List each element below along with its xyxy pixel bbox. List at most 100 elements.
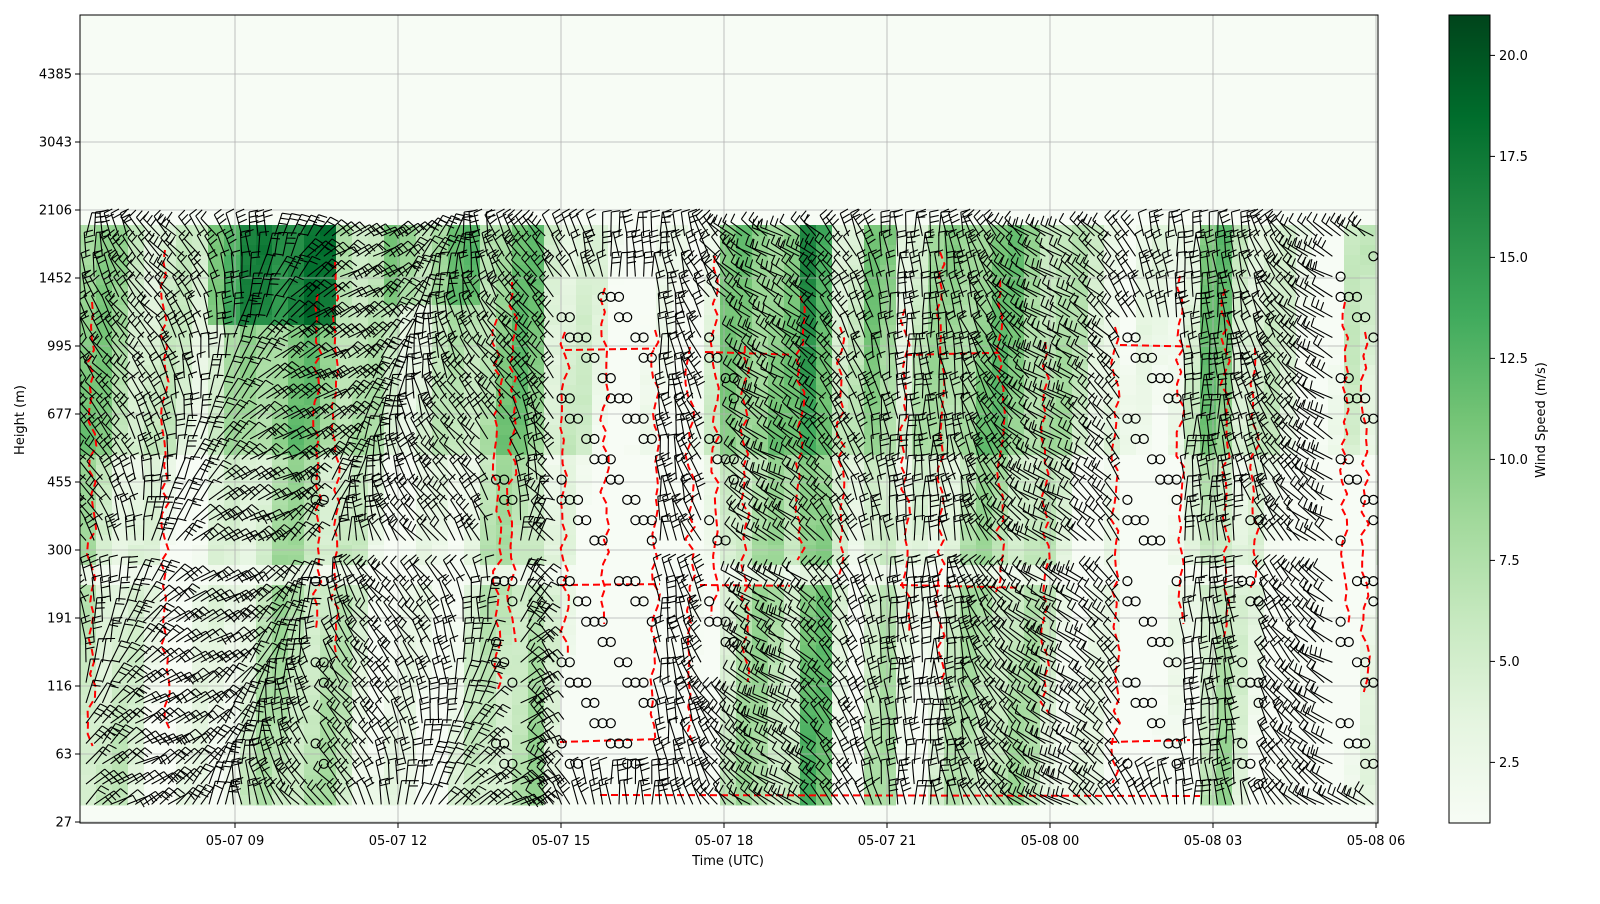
heat-cell bbox=[1328, 485, 1345, 496]
heat-cell bbox=[608, 605, 625, 616]
heat-cell bbox=[1184, 535, 1201, 546]
heat-cell bbox=[1120, 475, 1137, 486]
heat-cell bbox=[176, 425, 193, 436]
heat-cell bbox=[1120, 625, 1137, 636]
heat-cell bbox=[1152, 445, 1169, 456]
heat-cell bbox=[1120, 655, 1137, 666]
heat-cell bbox=[240, 455, 257, 466]
heat-cell bbox=[1056, 245, 1073, 256]
heat-cell bbox=[352, 625, 369, 636]
heat-cell bbox=[928, 705, 945, 716]
heat-cell bbox=[704, 685, 721, 696]
heat-cell bbox=[96, 485, 113, 496]
heat-cell bbox=[208, 345, 225, 356]
heat-cell bbox=[1344, 255, 1361, 266]
heat-cell bbox=[704, 655, 721, 666]
heat-cell bbox=[1344, 415, 1361, 426]
heat-cell bbox=[1120, 525, 1137, 536]
heat-cell bbox=[560, 325, 577, 336]
heat-cell bbox=[96, 605, 113, 616]
heat-cell bbox=[1040, 255, 1057, 266]
heat-cell bbox=[560, 615, 577, 626]
heat-cell bbox=[656, 645, 673, 656]
heat-cell bbox=[1184, 565, 1201, 576]
heat-cell bbox=[1328, 605, 1345, 616]
heat-cell bbox=[704, 565, 721, 576]
heat-cell bbox=[624, 305, 641, 316]
heat-cell bbox=[1120, 715, 1137, 726]
heat-cell bbox=[704, 785, 721, 796]
heat-cell bbox=[1184, 305, 1201, 316]
heat-cell bbox=[1152, 515, 1169, 526]
heat-cell bbox=[624, 715, 641, 726]
heat-cell bbox=[832, 525, 849, 536]
heat-cell bbox=[1248, 715, 1265, 726]
heat-cell bbox=[192, 555, 209, 566]
heat-cell bbox=[608, 685, 625, 696]
heat-cell bbox=[320, 605, 337, 616]
heat-cell bbox=[240, 655, 257, 666]
heat-cell bbox=[1360, 775, 1377, 786]
heat-cell bbox=[864, 605, 881, 616]
heat-cell bbox=[976, 385, 993, 396]
heat-cell bbox=[192, 465, 209, 476]
heat-cell bbox=[288, 315, 305, 326]
heat-cell bbox=[624, 285, 641, 296]
heat-cell bbox=[1136, 395, 1153, 406]
heat-cell bbox=[576, 725, 593, 736]
heat-cell bbox=[224, 555, 241, 566]
heat-cell bbox=[432, 325, 449, 336]
heat-cell bbox=[1120, 485, 1137, 496]
heat-cell bbox=[480, 435, 497, 446]
heat-cell bbox=[1120, 315, 1137, 326]
heat-cell bbox=[640, 495, 657, 506]
heat-cell bbox=[112, 625, 129, 636]
heat-cell bbox=[176, 685, 193, 696]
heat-cell bbox=[1152, 415, 1169, 426]
heat-cell bbox=[912, 765, 929, 776]
heat-cell bbox=[608, 505, 625, 516]
heat-cell bbox=[288, 335, 305, 346]
heat-cell bbox=[1344, 695, 1361, 706]
heat-cell bbox=[640, 395, 657, 406]
heat-cell bbox=[896, 585, 913, 596]
heat-cell bbox=[912, 285, 929, 296]
heat-cell bbox=[1200, 585, 1217, 596]
heat-cell bbox=[464, 345, 481, 356]
heat-cell bbox=[624, 625, 641, 636]
heat-cell bbox=[224, 475, 241, 486]
heat-cell bbox=[880, 485, 897, 496]
heat-cell bbox=[1200, 375, 1217, 386]
heat-cell bbox=[1152, 335, 1169, 346]
heat-cell bbox=[1168, 675, 1185, 686]
heat-cell bbox=[1152, 715, 1169, 726]
heat-cell bbox=[1104, 705, 1121, 716]
heat-cell bbox=[224, 335, 241, 346]
heat-cell bbox=[1008, 575, 1025, 586]
heat-cell bbox=[672, 605, 689, 616]
heat-cell bbox=[1280, 675, 1297, 686]
heat-cell bbox=[592, 275, 609, 286]
heat-cell bbox=[720, 655, 737, 666]
heat-cell bbox=[480, 315, 497, 326]
heat-cell bbox=[592, 315, 609, 326]
heat-cell bbox=[1136, 385, 1153, 396]
heat-cell bbox=[1360, 485, 1377, 496]
heat-cell bbox=[352, 275, 369, 286]
heat-cell bbox=[1328, 415, 1345, 426]
heat-cell bbox=[1136, 715, 1153, 726]
heat-cell bbox=[576, 525, 593, 536]
heat-cell bbox=[720, 615, 737, 626]
heat-cell bbox=[880, 365, 897, 376]
heat-cell bbox=[624, 455, 641, 466]
heat-cell bbox=[1168, 555, 1185, 566]
heat-cell bbox=[1168, 585, 1185, 596]
heat-cell bbox=[1344, 565, 1361, 576]
heat-cell bbox=[1120, 355, 1137, 366]
heat-cell bbox=[912, 485, 929, 496]
heat-cell bbox=[496, 455, 513, 466]
heat-cell bbox=[576, 415, 593, 426]
heat-cell bbox=[1328, 525, 1345, 536]
heat-cell bbox=[688, 285, 705, 296]
heat-cell bbox=[992, 755, 1009, 766]
